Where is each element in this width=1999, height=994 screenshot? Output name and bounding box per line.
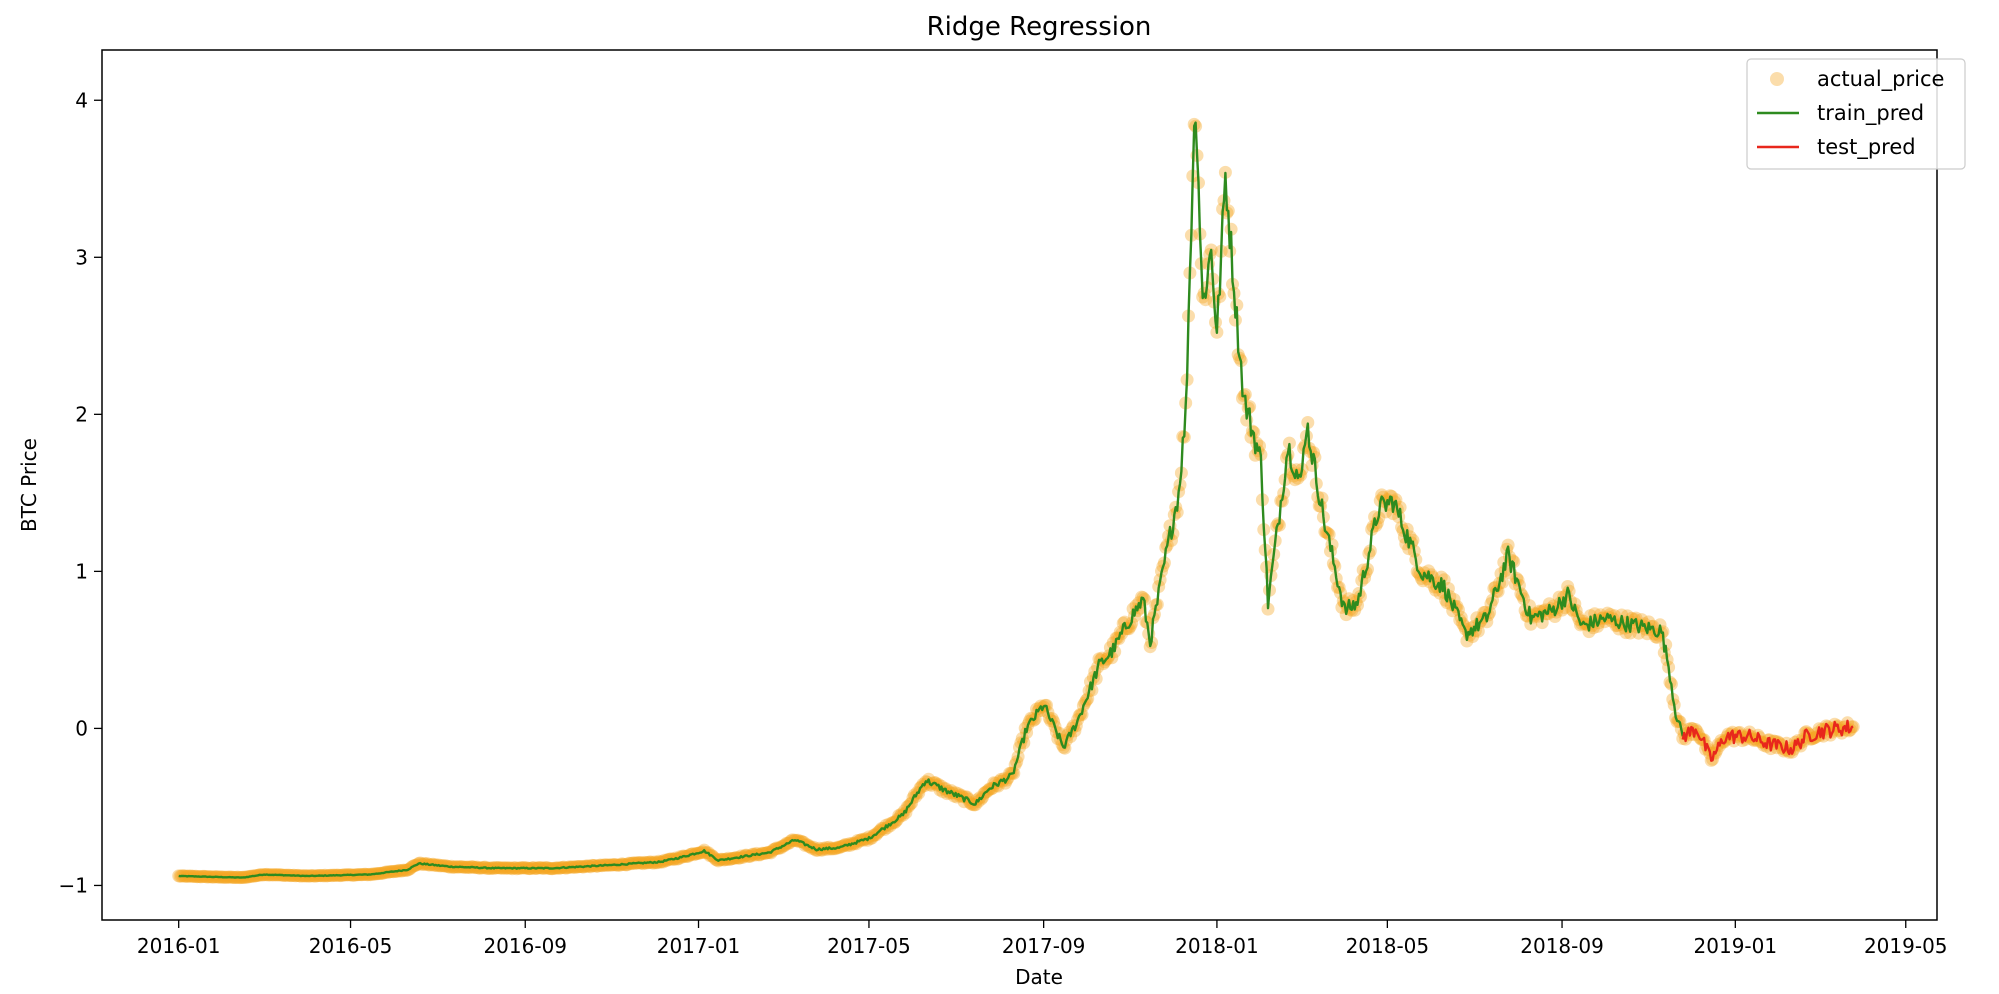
x-tick-label: 2018-05 — [1346, 934, 1430, 958]
legend-label-actual-price: actual_price — [1817, 67, 1944, 92]
x-axis-title: Date — [1015, 965, 1063, 989]
x-tick-label: 2017-05 — [827, 934, 911, 958]
actual-price-points — [172, 117, 1860, 885]
actual-price-point — [1375, 488, 1389, 502]
actual-price-point — [1548, 610, 1562, 623]
y-tick-label: 3 — [75, 245, 88, 269]
plot-area — [172, 117, 1860, 885]
legend-label-train-pred: train_pred — [1817, 101, 1924, 126]
x-tick-label: 2016-09 — [483, 934, 567, 958]
legend-label-test-pred: test_pred — [1817, 135, 1916, 160]
plot-frame — [101, 49, 1938, 921]
x-tick-label: 2018-01 — [1175, 934, 1259, 958]
legend: actual_price train_pred test_pred — [1746, 58, 1966, 170]
legend-marker-actual-price — [1770, 72, 1784, 86]
actual-price-point — [1561, 580, 1575, 593]
actual-price-point — [1402, 542, 1416, 556]
chart-title: Ridge Regression — [927, 12, 1152, 42]
prediction-lines — [178, 121, 1854, 879]
x-tick-label: 2016-05 — [309, 934, 393, 958]
actual-price-point — [1501, 538, 1515, 552]
legend-box — [1746, 58, 1966, 170]
y-tick-label: 0 — [75, 716, 88, 740]
y-tick-label: −1 — [59, 873, 88, 897]
y-tick-label: 4 — [75, 88, 88, 112]
test-pred-line — [1681, 719, 1854, 762]
x-tick-label: 2018-09 — [1520, 934, 1604, 958]
y-tick-label: 2 — [75, 402, 88, 426]
y-axis-title: BTC Price — [17, 438, 41, 532]
actual-price-point — [1213, 290, 1227, 303]
x-tick-label: 2017-09 — [1002, 934, 1086, 958]
actual-price-point — [1248, 448, 1262, 462]
y-axis: −1 0 1 2 3 4 — [59, 88, 102, 897]
y-tick-label: 1 — [75, 559, 88, 583]
actual-price-point — [1228, 313, 1242, 327]
x-tick-label: 2016-01 — [137, 934, 221, 958]
x-tick-label: 2019-01 — [1694, 934, 1778, 958]
train-pred-line — [178, 121, 1684, 879]
x-tick-label: 2019-05 — [1864, 934, 1948, 958]
actual-price-point — [1223, 244, 1237, 258]
x-axis: 2016-01 2016-05 2016-09 2017-01 2017-05 2017-… — [137, 920, 1948, 958]
x-tick-label: 2017-01 — [657, 934, 741, 958]
